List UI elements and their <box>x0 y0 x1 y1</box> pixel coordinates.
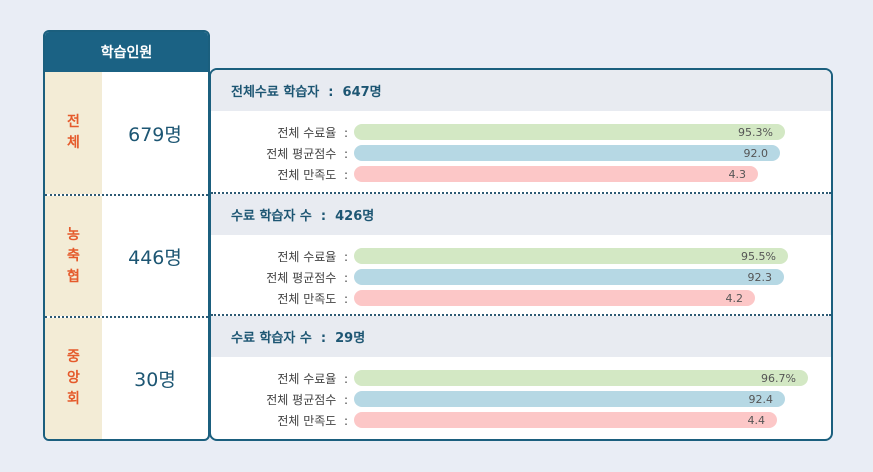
participants-row-total: 전체 679명 <box>45 72 208 194</box>
section-total: 전체수료 학습자 : 647명 전체 수료율 : 95.3% 전체 평균점수 :… <box>211 70 831 192</box>
metric-label: 전체 수료율 : <box>277 371 348 386</box>
metric-label: 전체 평균점수 : <box>266 146 348 161</box>
bar-value: 4.2 <box>725 291 744 305</box>
metric-completion: 전체 수료율 : 95.5% <box>211 247 831 265</box>
metric-label: 전체 만족도 : <box>277 291 348 306</box>
metric-label: 전체 수료율 : <box>277 249 348 264</box>
section-cooperative: 수료 학습자 수 : 426명 전체 수료율 : 95.5% 전체 평균점수 :… <box>211 192 831 314</box>
score-bar: 92.4 <box>354 391 785 407</box>
metric-satisfaction: 전체 만족도 : 4.2 <box>211 289 831 307</box>
satisfaction-bar: 4.3 <box>354 166 758 182</box>
bar-value: 4.4 <box>747 413 766 427</box>
section-central: 수료 학습자 수 : 29명 전체 수료율 : 96.7% 전체 평균점수 : … <box>211 314 831 439</box>
metric-satisfaction: 전체 만족도 : 4.3 <box>211 165 831 183</box>
metric-score: 전체 평균점수 : 92.3 <box>211 268 831 286</box>
section-title: 수료 학습자 수 : 426명 <box>211 194 831 235</box>
metric-completion: 전체 수료율 : 96.7% <box>211 369 831 387</box>
completion-bar: 95.5% <box>354 248 788 264</box>
participants-header: 학습인원 <box>45 32 208 72</box>
metric-label: 전체 만족도 : <box>277 167 348 182</box>
metric-score: 전체 평균점수 : 92.4 <box>211 390 831 408</box>
completion-bar: 95.3% <box>354 124 785 140</box>
participants-row-central: 중앙회 30명 <box>45 316 208 439</box>
completion-bar: 96.7% <box>354 370 808 386</box>
satisfaction-bar: 4.2 <box>354 290 755 306</box>
metric-label: 전체 만족도 : <box>277 413 348 428</box>
metric-label: 전체 평균점수 : <box>266 392 348 407</box>
participants-row-cooperative: 농축협 446명 <box>45 194 208 316</box>
metric-label: 전체 수료율 : <box>277 125 348 140</box>
satisfaction-bar: 4.4 <box>354 412 777 428</box>
metric-label: 전체 평균점수 : <box>266 270 348 285</box>
metric-score: 전체 평균점수 : 92.0 <box>211 144 831 162</box>
row-category: 중앙회 <box>45 318 102 439</box>
bar-value: 96.7% <box>761 371 796 385</box>
row-count: 679명 <box>128 123 182 146</box>
row-category: 전체 <box>45 72 102 194</box>
bar-value: 95.3% <box>738 125 773 139</box>
participants-panel: 학습인원 전체 679명 농축협 446명 중앙회 30명 <box>43 30 210 441</box>
bar-value: 92.3 <box>747 270 773 284</box>
bar-value: 4.3 <box>728 167 747 181</box>
row-count: 446명 <box>128 246 182 269</box>
score-bar: 92.3 <box>354 269 784 285</box>
section-title: 수료 학습자 수 : 29명 <box>211 316 831 357</box>
metric-completion: 전체 수료율 : 95.3% <box>211 123 831 141</box>
score-bar: 92.0 <box>354 145 780 161</box>
bar-value: 92.4 <box>748 392 774 406</box>
bar-value: 92.0 <box>743 146 769 160</box>
section-title: 전체수료 학습자 : 647명 <box>211 70 831 111</box>
results-panel: 전체수료 학습자 : 647명 전체 수료율 : 95.3% 전체 평균점수 :… <box>209 68 833 441</box>
bar-value: 95.5% <box>741 249 776 263</box>
row-count: 30명 <box>134 369 176 391</box>
row-category: 농축협 <box>45 196 102 316</box>
metric-satisfaction: 전체 만족도 : 4.4 <box>211 411 831 429</box>
